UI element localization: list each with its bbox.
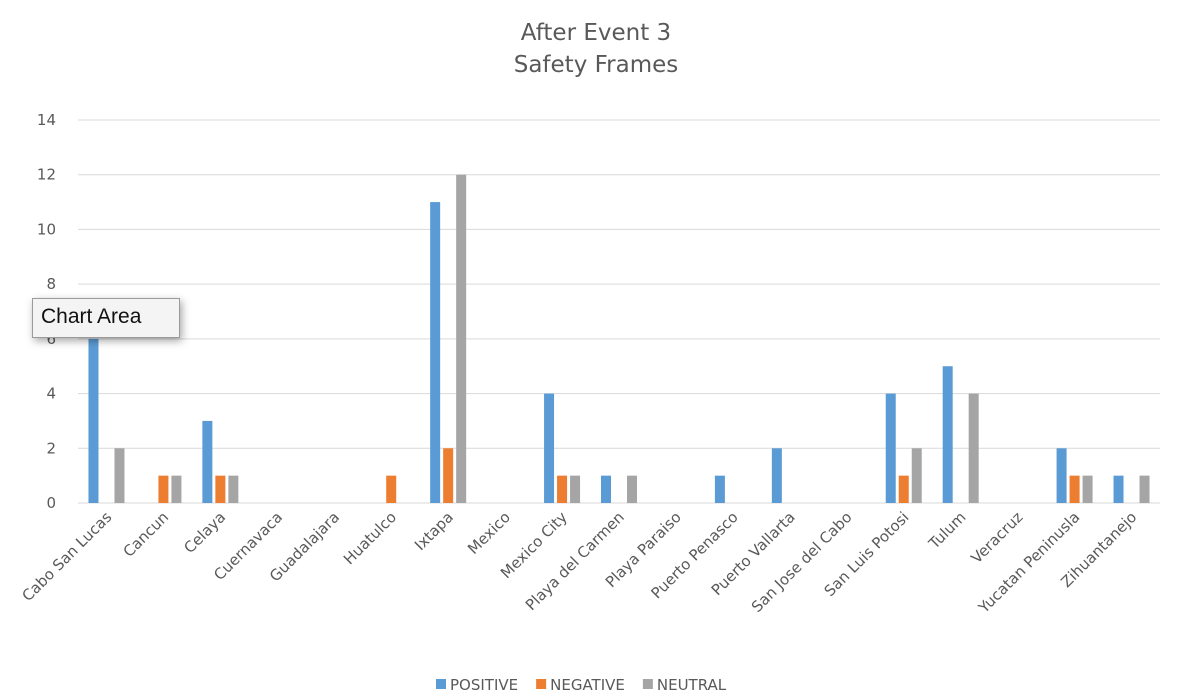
x-tick-label: Celaya: [180, 508, 229, 557]
bar-positive: [1113, 475, 1124, 503]
y-tick-label: 10: [37, 220, 56, 238]
legend-swatch-negative: [536, 679, 547, 689]
y-tick-label: 6: [46, 330, 56, 348]
legend-label-neutral: NEUTRAL: [657, 676, 727, 694]
bar-neutral: [570, 475, 581, 503]
x-tick-label: Playa del Carmen: [522, 508, 628, 614]
legend-label-negative: NEGATIVE: [550, 676, 625, 694]
bar-neutral: [1139, 475, 1150, 503]
y-tick-label: 0: [46, 494, 56, 512]
bar-positive: [202, 420, 213, 503]
bar-negative: [215, 475, 226, 503]
bar-positive: [714, 475, 725, 503]
bar-negative: [158, 475, 169, 503]
bar-negative: [557, 475, 568, 503]
bar-positive: [430, 202, 441, 504]
chart-area-tooltip: Chart Area: [32, 298, 180, 338]
chart-title-line: After Event 3: [521, 20, 671, 46]
x-tick-label: Ixtapa: [411, 508, 457, 554]
bar-positive: [544, 393, 555, 503]
bar-positive: [771, 448, 782, 503]
bar-positive: [885, 393, 896, 503]
bar-neutral: [171, 475, 182, 503]
x-tick-label: Cancun: [120, 508, 173, 561]
y-tick-label: 2: [46, 439, 56, 457]
x-tick-label: Veracruz: [967, 508, 1026, 567]
bar-positive: [88, 338, 99, 503]
x-tick-label: Tulum: [924, 508, 969, 553]
bar-negative: [443, 448, 454, 503]
x-tick-label: Huatulco: [340, 508, 400, 568]
chart-title-line: Safety Frames: [514, 52, 679, 78]
bar-neutral: [114, 448, 125, 503]
x-tick-label: Yucatan Peninusla: [974, 508, 1083, 617]
y-tick-label: 8: [46, 275, 56, 293]
bar-neutral: [968, 393, 979, 503]
y-tick-label: 4: [46, 385, 56, 403]
bar-positive: [942, 366, 953, 503]
x-tick-label: San Jose del Cabo: [748, 508, 856, 616]
bar-neutral: [228, 475, 239, 503]
legend-swatch-positive: [436, 679, 446, 689]
bar-neutral: [627, 475, 637, 503]
bar-negative: [898, 475, 909, 503]
bar-negative: [1069, 475, 1080, 503]
y-tick-label: 12: [37, 166, 56, 184]
y-tick-label: 14: [37, 111, 56, 129]
bar-positive: [601, 475, 611, 503]
legend-label-positive: POSITIVE: [450, 676, 518, 694]
x-tick-label: Cabo San Lucas: [18, 508, 115, 605]
bar-neutral: [1082, 475, 1093, 503]
bar-negative: [386, 475, 397, 503]
bar-neutral: [456, 174, 467, 503]
legend-swatch-neutral: [642, 679, 653, 689]
x-tick-label: Mexico: [464, 508, 514, 558]
bar-neutral: [911, 448, 922, 503]
bar-positive: [1056, 448, 1067, 503]
